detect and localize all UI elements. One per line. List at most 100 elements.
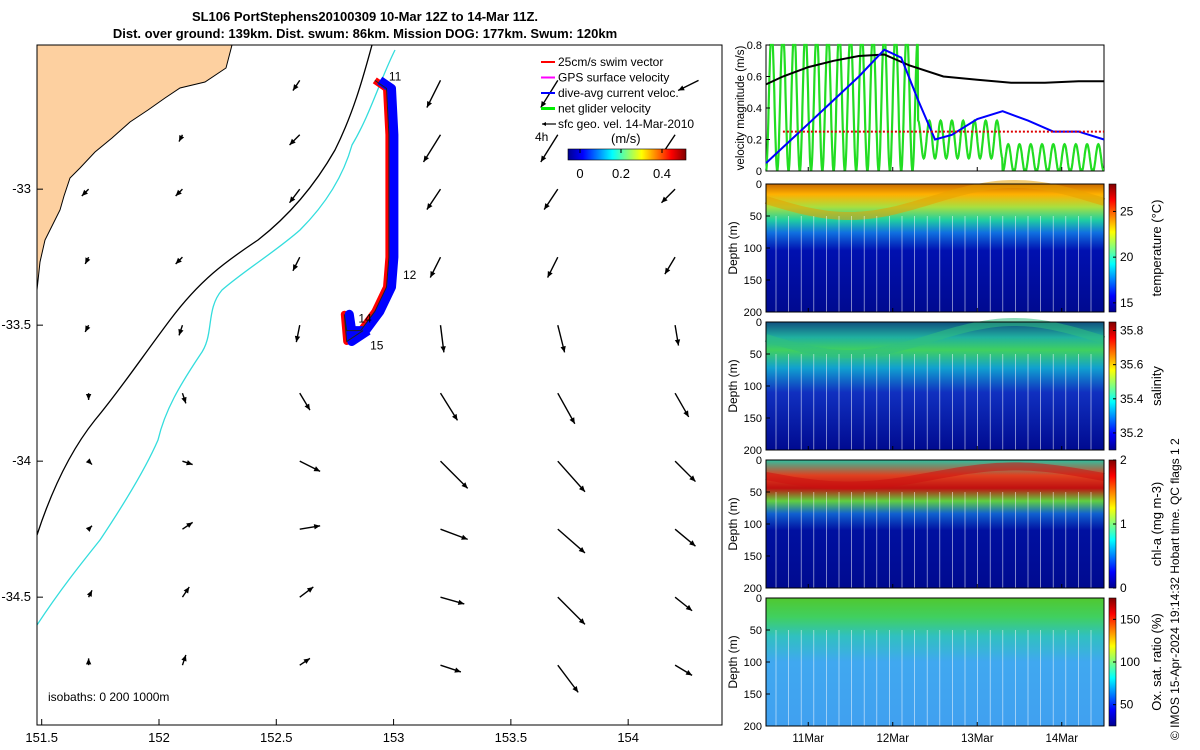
- dive-avg-current-vectors: [344, 76, 399, 346]
- depth-tick-label: 0: [756, 179, 762, 191]
- day-label: 11: [389, 69, 402, 83]
- geo-vector: [181, 586, 190, 598]
- speed-colorbar-ticks: 0 0.2 0.4: [576, 149, 671, 181]
- depth-tick-label: 150: [744, 551, 762, 563]
- depth-tick-label: 150: [744, 413, 762, 425]
- depth-tick-label: 200: [744, 307, 762, 319]
- geo-vector: [86, 590, 93, 598]
- geo-vector: [677, 79, 699, 92]
- geo-vector: [175, 256, 183, 265]
- section-feature: [764, 179, 1106, 220]
- map-x-tick-label: 153: [383, 730, 405, 745]
- geo-vector: [540, 134, 559, 163]
- geo-vector: [292, 256, 301, 272]
- day-label: 15: [370, 339, 384, 353]
- figure-title-line2: Dist. over ground: 139km. Dist. swum: 86…: [112, 26, 618, 41]
- geo-vector: [440, 596, 465, 605]
- geo-vector: [294, 325, 301, 343]
- geo-vector: [426, 80, 442, 108]
- colorbar-tick-label: 1: [1120, 517, 1127, 531]
- geo-vector: [674, 664, 693, 676]
- depth-tick-label: 150: [744, 689, 762, 701]
- depth-tick-label: 100: [744, 519, 762, 531]
- day-labels: 11 12 14 15: [358, 69, 416, 352]
- geo-vector: [674, 460, 696, 483]
- time-axis: 11Mar 12Mar 13Mar 14Mar: [792, 167, 1078, 745]
- depth-tick-label: 0: [756, 593, 762, 605]
- geo-vector: [422, 134, 442, 163]
- map-y-tick-label: -33.5: [1, 317, 31, 332]
- section-colorbar: [1108, 321, 1117, 451]
- isobath-200: [37, 45, 373, 536]
- depth-tick-label: 50: [750, 487, 762, 499]
- velocity-ylabel: velocity magnitude (m/s): [735, 46, 747, 171]
- map-x-tick-label: 151.5: [25, 730, 58, 745]
- geo-vector: [557, 392, 576, 425]
- velocity-series-line: [765, 53, 1104, 86]
- map-y-axis: -33 -33.5 -34 -34.5: [1, 181, 43, 604]
- depth-axis-label: Depth (m): [726, 635, 740, 688]
- section-panel: 0 50 100 150 200 Depth (m) 0 1 2 chl-a (mg m-3): [726, 453, 1164, 595]
- depth-tick-label: 150: [744, 275, 762, 287]
- geo-vector: [292, 79, 301, 91]
- geo-vector: [299, 392, 311, 411]
- speed-colorbar-tick-label: 0: [576, 166, 583, 181]
- velocity-y-tick-label: 0.4: [747, 103, 762, 115]
- geo-vector: [426, 188, 442, 210]
- legend-label: 25cm/s swim vector: [558, 55, 663, 69]
- geo-vector: [299, 657, 311, 666]
- figure-title-line1: SL106 PortStephens20100309 10-Mar 12Z to…: [191, 9, 539, 24]
- geo-vector: [178, 134, 185, 142]
- geo-vector: [439, 392, 459, 421]
- colorbar-tick-label: 0: [1120, 581, 1127, 595]
- depth-tick-label: 0: [756, 317, 762, 329]
- colorbar-tick-label: 20: [1120, 250, 1134, 264]
- geo-vector: [440, 528, 468, 541]
- depth-axis-label: Depth (m): [726, 497, 740, 550]
- section-feature: [764, 317, 1106, 358]
- legend-label: dive-avg current veloc.: [558, 86, 679, 100]
- isobath-label: isobaths: 0 200 1000m: [48, 690, 169, 704]
- geo-vector: [85, 525, 93, 532]
- geo-vector: [674, 596, 693, 612]
- depth-tick-label: 100: [744, 243, 762, 255]
- depth-tick-label: 0: [756, 455, 762, 467]
- colorbar-tick-label: 2: [1120, 453, 1127, 467]
- time-tick-label: 11Mar: [792, 733, 824, 745]
- map-x-tick-label: 152.5: [260, 730, 293, 745]
- geo-vector: [546, 256, 559, 278]
- map-x-tick-label: 154: [617, 730, 639, 745]
- colorbar-axis-label: salinity: [1149, 366, 1164, 406]
- glider-track: [340, 76, 399, 346]
- colorbar-tick-label: 35.8: [1120, 324, 1144, 338]
- geo-vector: [299, 586, 314, 598]
- geo-vector: [660, 188, 676, 204]
- speed-colorbar-tick-label: 0.2: [612, 166, 630, 181]
- legend-label: net glider velocity: [558, 102, 651, 116]
- section-panel: 0 50 100 150 200 Depth (m) 50 100 150 Ox. sat. ra…: [726, 593, 1164, 733]
- geo-vector: [299, 524, 321, 530]
- map-x-axis: 151.5 152 152.5 153 153.5 154: [25, 719, 639, 745]
- legend-entry: dive-avg current veloc.: [541, 86, 679, 100]
- depth-tick-label: 100: [744, 657, 762, 669]
- geo-vector: [85, 393, 92, 400]
- colorbar-tick-label: 35.6: [1120, 358, 1144, 372]
- geo-vector: [84, 324, 91, 333]
- velocity-y-tick-label: 0.6: [747, 72, 762, 84]
- speed-colorbar: [567, 148, 687, 161]
- geo-vector: [84, 256, 91, 265]
- geo-vector: [175, 188, 183, 197]
- legend-entry: GPS surface velocity: [541, 71, 669, 85]
- map-x-tick-label: 152: [148, 730, 170, 745]
- geo-vector: [288, 188, 301, 204]
- legend-label: GPS surface velocity: [558, 71, 669, 85]
- geo-vector: [439, 460, 469, 489]
- colorbar-axis-label: Ox. sat. ratio (%): [1149, 613, 1164, 711]
- depth-axis-label: Depth (m): [726, 221, 740, 274]
- geo-vector: [181, 654, 187, 666]
- velocity-series-line: [765, 48, 1105, 164]
- colorbar-tick-label: 150: [1120, 612, 1140, 626]
- colorbar-axis-label: temperature (°C): [1149, 200, 1164, 297]
- colorbar-tick-label: 35.2: [1120, 426, 1144, 440]
- geo-vector: [557, 596, 586, 625]
